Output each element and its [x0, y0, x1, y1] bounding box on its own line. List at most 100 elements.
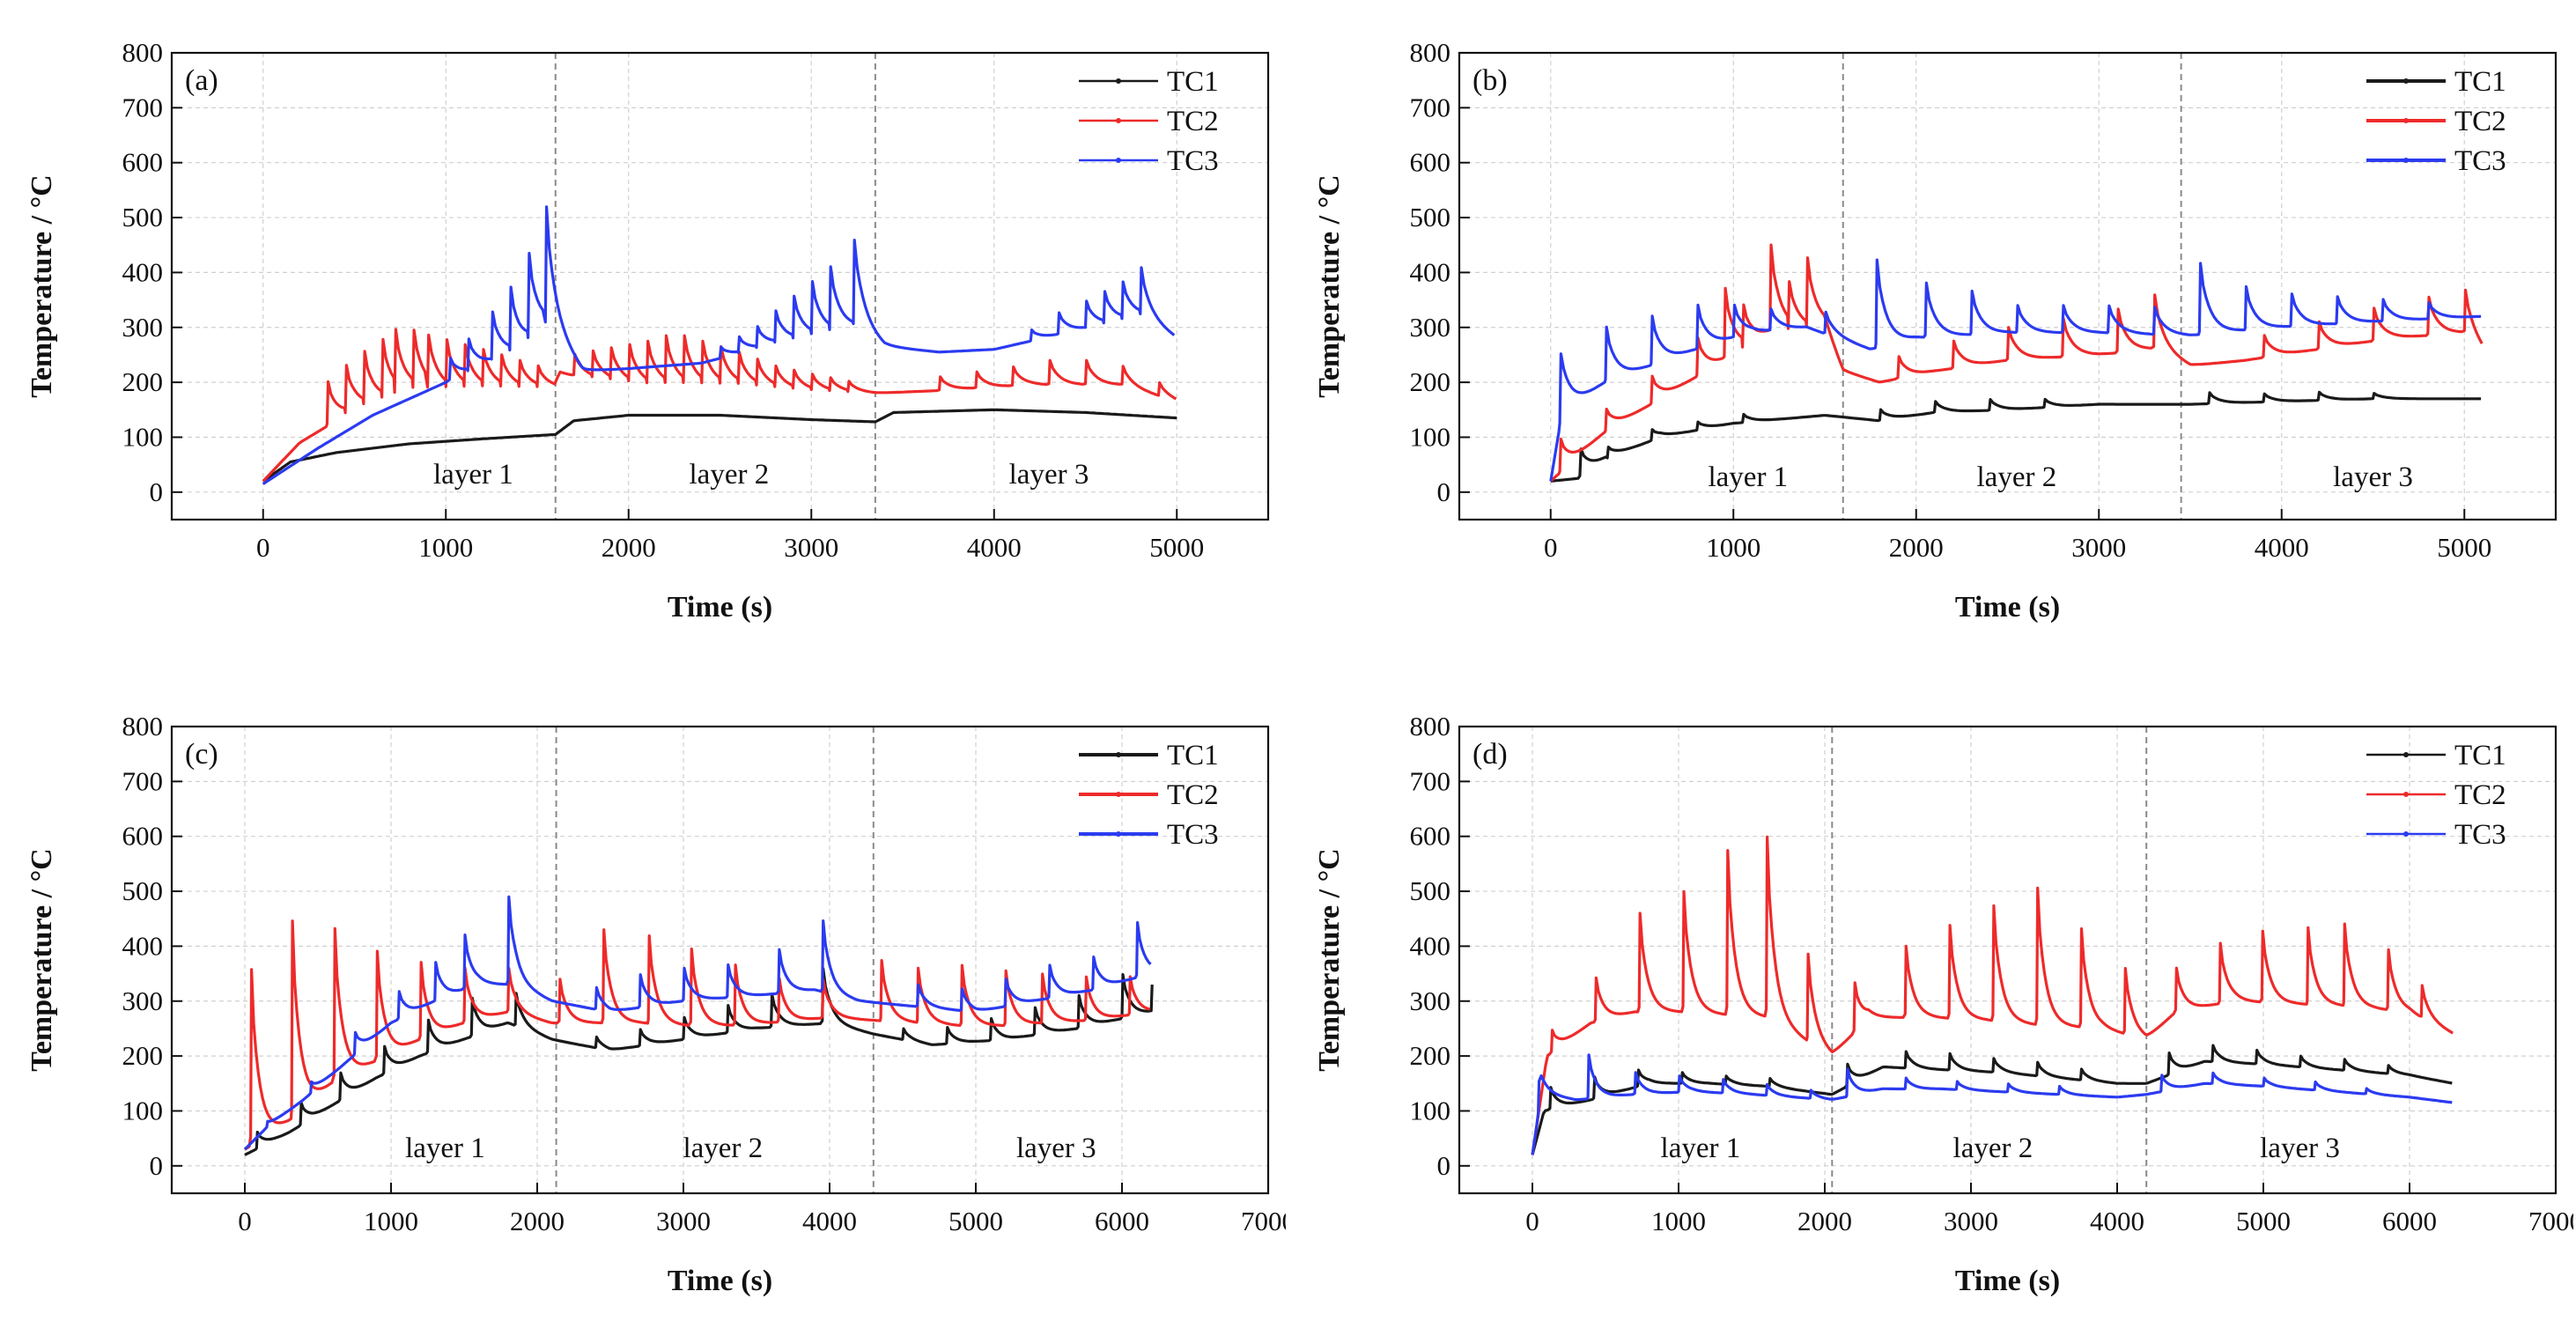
legend-label-tc3: TC3	[2454, 819, 2506, 851]
layer-annotation: layer 3	[2260, 1133, 2340, 1164]
chart-svg: 0 100 200 300 400 500 600 700 800 0 1000 2000 3000 40…	[26, 37, 1270, 624]
legend-marker	[2403, 792, 2409, 797]
series-line-tc3	[1549, 258, 2482, 482]
y-tick-label: 200	[122, 1040, 164, 1071]
panel-label: (b)	[1473, 64, 1508, 97]
chart-panel-b: 0 100 200 300 400 500 600 700 800 0 1000 2000 3000 40…	[1288, 0, 2573, 669]
series-line-tc3	[1531, 1053, 2453, 1155]
x-tick-label: 3000	[2071, 532, 2126, 563]
x-tick-label: 5000	[1149, 532, 1204, 563]
legend-label-tc2: TC2	[2454, 106, 2506, 137]
legend: TC1 TC2 TC3	[1079, 66, 1219, 177]
panel-label: (a)	[185, 64, 218, 97]
y-tick-label: 800	[1410, 37, 1451, 68]
x-tick-label: 2000	[1797, 1206, 1852, 1236]
x-tick-label: 4000	[2255, 532, 2309, 563]
panel-label: (d)	[1473, 738, 1508, 771]
layer-annotation: layer 1	[1661, 1133, 1741, 1164]
layer-annotation: layer 2	[1953, 1133, 2033, 1164]
layer-annotation: layer 3	[1016, 1133, 1096, 1164]
series-line-tc2	[1549, 243, 2484, 483]
y-tick-label: 100	[122, 1095, 164, 1125]
legend-label-tc1: TC1	[1167, 740, 1219, 771]
plot-frame	[1458, 51, 2558, 521]
legend-marker	[1116, 118, 1121, 123]
y-tick-label: 0	[1437, 476, 1451, 507]
y-tick-label: 800	[122, 37, 164, 68]
legend-marker	[2403, 158, 2409, 163]
grid	[1459, 726, 2557, 1193]
y-tick-label: 700	[122, 765, 164, 796]
chart-svg: 0 100 200 300 400 500 600 700 800 0 1000 2000 3000 40…	[26, 711, 1286, 1297]
y-tick-label: 800	[1410, 711, 1451, 742]
y-tick-label: 500	[1410, 202, 1451, 232]
series-line-tc3	[243, 895, 1152, 1151]
x-tick-label: 2000	[510, 1206, 565, 1236]
series-group	[1549, 243, 2484, 483]
x-tick-label: 2000	[1889, 532, 1944, 563]
y-tick-label: 800	[122, 711, 164, 742]
plot-frame	[170, 51, 1270, 521]
legend-label-tc1: TC1	[2454, 66, 2506, 98]
legend-marker	[1116, 831, 1121, 837]
y-axis-label: Temperature / °C	[1313, 174, 1346, 397]
legend: TC1 TC2 TC3	[2366, 740, 2506, 851]
x-tick-label: 1000	[364, 1206, 418, 1236]
series-group	[243, 895, 1154, 1156]
y-tick-label: 600	[1410, 147, 1451, 178]
x-tick-label: 1000	[1706, 532, 1760, 563]
y-tick-label: 0	[150, 1150, 164, 1181]
series-line-tc2	[1531, 835, 2454, 1155]
legend-marker	[1116, 752, 1121, 757]
legend-marker	[2403, 831, 2409, 837]
legend: TC1 TC2 TC3	[2366, 66, 2506, 177]
x-tick-label: 3000	[784, 532, 838, 563]
y-tick-label: 0	[1437, 1150, 1451, 1181]
series-group	[262, 205, 1177, 485]
legend-marker	[1116, 78, 1121, 84]
y-tick-label: 700	[1410, 92, 1451, 122]
x-tick-label: 4000	[802, 1206, 857, 1236]
y-tick-label: 600	[122, 147, 164, 178]
y-tick-label: 400	[1410, 256, 1451, 287]
x-tick-label: 5000	[948, 1206, 1003, 1236]
plot-frame	[1458, 725, 2558, 1195]
y-tick-label: 300	[122, 312, 164, 343]
legend: TC1 TC2 TC3	[1079, 740, 1219, 851]
legend-marker	[2403, 118, 2409, 123]
legend-label-tc2: TC2	[1167, 106, 1219, 137]
plot-frame	[170, 725, 1270, 1195]
series-group	[1531, 835, 2454, 1155]
x-tick-label: 5000	[2437, 532, 2491, 563]
chart-panel-d: 0 100 200 300 400 500 600 700 800 0 1000 2000 3000 40…	[1288, 674, 2573, 1343]
x-tick-label: 0	[238, 1206, 252, 1236]
x-axis-label: Time (s)	[668, 591, 772, 624]
y-axis-label: Temperature / °C	[1313, 848, 1346, 1071]
x-tick-label: 3000	[1944, 1206, 1998, 1236]
layer-annotation: layer 1	[433, 459, 513, 491]
x-axis-label: Time (s)	[1955, 1265, 2060, 1297]
series-line-tc3	[262, 205, 1176, 485]
series-line-tc2	[244, 919, 1151, 1151]
legend-label-tc2: TC2	[1167, 779, 1219, 811]
y-axis-label: Temperature / °C	[26, 848, 58, 1071]
y-tick-label: 300	[1410, 312, 1451, 343]
x-tick-label: 7000	[2528, 1206, 2573, 1236]
y-tick-label: 300	[1410, 985, 1451, 1016]
y-tick-label: 0	[150, 476, 164, 507]
chart-svg: 0 100 200 300 400 500 600 700 800 0 1000 2000 3000 40…	[1313, 711, 2573, 1297]
legend-label-tc1: TC1	[2454, 740, 2506, 771]
chart-panel-c: 0 100 200 300 400 500 600 700 800 0 1000 2000 3000 40…	[0, 674, 1286, 1343]
x-tick-label: 0	[1525, 1206, 1539, 1236]
layer-annotation: layer 1	[405, 1133, 485, 1164]
layer-annotation: layer 2	[683, 1133, 763, 1164]
legend-label-tc3: TC3	[1167, 819, 1219, 851]
legend-marker	[2403, 78, 2409, 84]
panel-label: (c)	[185, 738, 218, 771]
y-tick-label: 500	[1410, 875, 1451, 906]
y-tick-label: 200	[122, 366, 164, 397]
y-tick-label: 200	[1410, 1040, 1451, 1071]
x-tick-label: 6000	[2382, 1206, 2437, 1236]
y-tick-label: 600	[1410, 821, 1451, 852]
y-tick-label: 100	[122, 421, 164, 452]
